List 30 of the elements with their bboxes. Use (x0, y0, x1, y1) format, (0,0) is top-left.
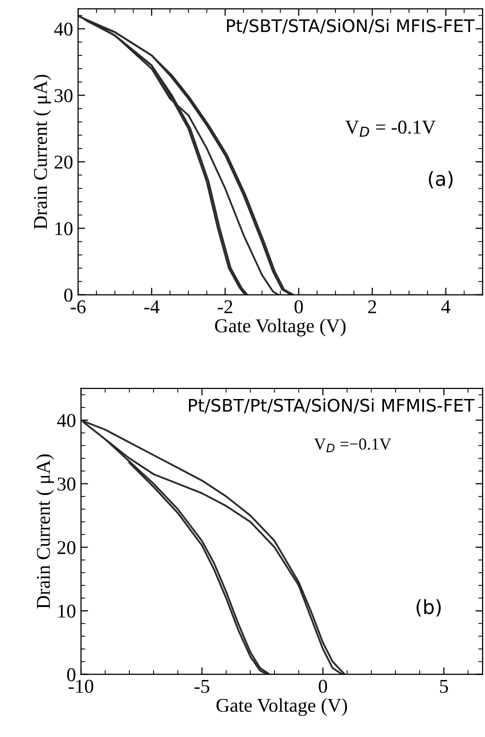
y-axis-title: Drain Current ( μA) (33, 74, 51, 230)
y-tick-label: 30 (54, 89, 72, 102)
y-tick-label: 0 (64, 288, 72, 302)
annotation: (a) (428, 171, 453, 188)
x-axis-title: Gate Voltage (V) (215, 318, 346, 336)
x-tick-label: 5 (440, 680, 448, 693)
text: Pt/SBT/STA/SiON/Si MFIS-FET (227, 18, 475, 34)
x-tick-label: -6 (70, 300, 86, 314)
annotation: (b) (416, 599, 441, 617)
y-tick-label: 20 (58, 541, 76, 554)
y-tick-label: 0 (67, 668, 76, 682)
x-tick-label: -4 (144, 300, 160, 314)
x-tick-label: 0 (318, 680, 328, 693)
annotation: V$_{D}$ =−0.1V (314, 438, 392, 452)
y-tick-label: 40 (57, 414, 76, 428)
x-axis-title: Gate Voltage (V) (216, 698, 347, 716)
y-tick-label: 20 (54, 156, 72, 169)
x-tick-label: -10 (68, 680, 94, 693)
y-tick-label: 40 (54, 22, 72, 36)
x-tick-label: -2 (218, 300, 232, 314)
x-tick-label: 4 (441, 300, 450, 314)
y-axis-title: Drain Current ( μA) (36, 454, 54, 609)
x-tick-label: 2 (368, 300, 376, 314)
y-tick-label: 30 (58, 478, 76, 491)
y-tick-label: 10 (58, 604, 76, 618)
text: Pt/SBT/Pt/STA/SiON/Si MFMIS-FET (188, 398, 475, 414)
x-tick-label: 0 (294, 300, 303, 314)
annotation: V$_{D}$ = -0.1V (345, 120, 436, 137)
y-tick-label: 10 (55, 222, 72, 236)
x-tick-label: -5 (194, 680, 210, 693)
